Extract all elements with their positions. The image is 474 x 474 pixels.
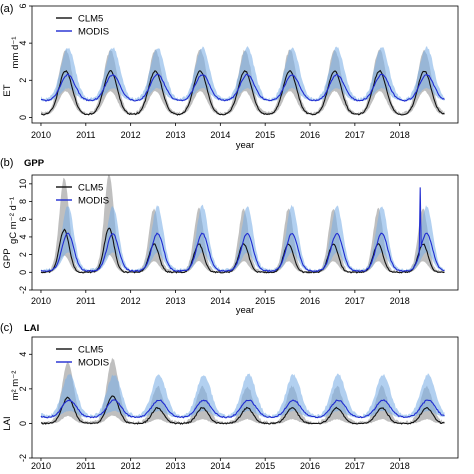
series-line-clm5 bbox=[40, 69, 445, 116]
y-axis-label: GPP bbox=[2, 248, 13, 268]
x-tick-label: 2013 bbox=[165, 461, 185, 471]
x-tick-label: 2018 bbox=[390, 296, 410, 306]
y-tick-label: 4 bbox=[18, 41, 28, 46]
panel-title: GPP bbox=[24, 158, 45, 169]
legend-entry-modis: MODIS bbox=[78, 196, 109, 207]
legend-entry-modis: MODIS bbox=[78, 27, 109, 38]
y-tick-label: 2 bbox=[18, 78, 28, 83]
panel-label: (a) bbox=[0, 3, 13, 15]
x-tick-label: 2012 bbox=[121, 296, 141, 306]
band-modis bbox=[41, 373, 445, 419]
x-tick-label: 2011 bbox=[76, 461, 95, 471]
x-tick-label: 2017 bbox=[345, 461, 365, 471]
y-tick-label: 4 bbox=[18, 234, 28, 239]
plot-area bbox=[40, 46, 445, 116]
x-tick-label: 2018 bbox=[390, 461, 410, 471]
plot-area bbox=[40, 357, 445, 425]
legend-entry-clm5: CLM5 bbox=[78, 345, 103, 356]
x-tick-label: 2014 bbox=[210, 130, 230, 140]
y-tick-label: 10 bbox=[18, 179, 28, 189]
series-line-modis bbox=[40, 73, 445, 102]
x-tick-label: 2017 bbox=[345, 130, 365, 140]
x-axis-label: year bbox=[236, 140, 254, 151]
y-tick-label: 2 bbox=[18, 386, 28, 391]
series-line-modis bbox=[40, 187, 445, 273]
x-tick-label: 2016 bbox=[300, 130, 320, 140]
y-axis-unit: mm d⁻¹ bbox=[10, 37, 21, 69]
series-line-clm5 bbox=[40, 395, 445, 425]
x-tick-label: 2010 bbox=[31, 296, 51, 306]
x-tick-label: 2013 bbox=[165, 296, 185, 306]
panel-title: LAI bbox=[24, 323, 39, 334]
y-tick-label: -2 bbox=[18, 454, 28, 462]
x-tick-label: 2014 bbox=[210, 461, 230, 471]
x-tick-label: 2018 bbox=[390, 130, 410, 140]
x-tick-label: 2010 bbox=[31, 130, 51, 140]
panel-label: (b) bbox=[0, 157, 13, 169]
x-tick-label: 2015 bbox=[255, 461, 275, 471]
x-tick-label: 2015 bbox=[255, 296, 275, 306]
x-tick-label: 2014 bbox=[210, 296, 230, 306]
panel-c: -2 0 2 4 2010 2011 2012 2013 2014 2015 2016 2017 201… bbox=[0, 322, 459, 471]
plot-frame bbox=[31, 336, 459, 459]
y-tick-label: 8 bbox=[18, 199, 28, 204]
x-tick-label: 2010 bbox=[31, 461, 51, 471]
y-tick-label: 0 bbox=[18, 115, 28, 120]
series-line-modis bbox=[40, 398, 445, 419]
panel-a: 0 2 4 6 2010 2011 2012 2013 2014 2015 2016 2017 2018… bbox=[0, 3, 459, 151]
y-tick-label: -2 bbox=[18, 286, 28, 294]
legend-entry-modis: MODIS bbox=[78, 358, 109, 369]
x-tick-label: 2015 bbox=[255, 130, 275, 140]
x-tick-label: 2016 bbox=[300, 296, 320, 306]
x-tick-label: 2012 bbox=[121, 130, 141, 140]
x-tick-label: 2012 bbox=[121, 461, 141, 471]
y-tick-label: 0 bbox=[18, 421, 28, 426]
x-tick-label: 2017 bbox=[345, 296, 365, 306]
plot-frame bbox=[31, 174, 459, 291]
y-tick-label: 6 bbox=[18, 217, 28, 222]
x-tick-label: 2013 bbox=[165, 130, 185, 140]
band-modis bbox=[41, 204, 445, 272]
plot-frame bbox=[31, 5, 459, 124]
x-tick-label: 2016 bbox=[300, 461, 320, 471]
y-tick-label: 0 bbox=[18, 270, 28, 275]
y-tick-label: 4 bbox=[18, 352, 28, 357]
x-axis-label: year bbox=[236, 305, 254, 316]
x-tick-label: 2011 bbox=[76, 130, 95, 140]
legend-entry-clm5: CLM5 bbox=[78, 183, 103, 194]
y-tick-label: 6 bbox=[18, 3, 28, 8]
y-tick-label: 2 bbox=[18, 252, 28, 257]
y-axis-label: LAI bbox=[2, 416, 13, 430]
legend-entry-clm5: CLM5 bbox=[78, 14, 103, 25]
x-tick-label: 2011 bbox=[76, 296, 95, 306]
panel-b: -2 0 2 4 6 8 10 2010 2011 2012 2013 2014 2015 2016 201… bbox=[0, 157, 459, 316]
y-axis-label: ET bbox=[2, 84, 13, 96]
y-axis-unit: gC m⁻² d⁻¹ bbox=[8, 197, 19, 244]
plot-area bbox=[40, 175, 445, 274]
y-axis-unit: m² m⁻² bbox=[10, 371, 21, 401]
panel-label: (c) bbox=[0, 322, 13, 334]
